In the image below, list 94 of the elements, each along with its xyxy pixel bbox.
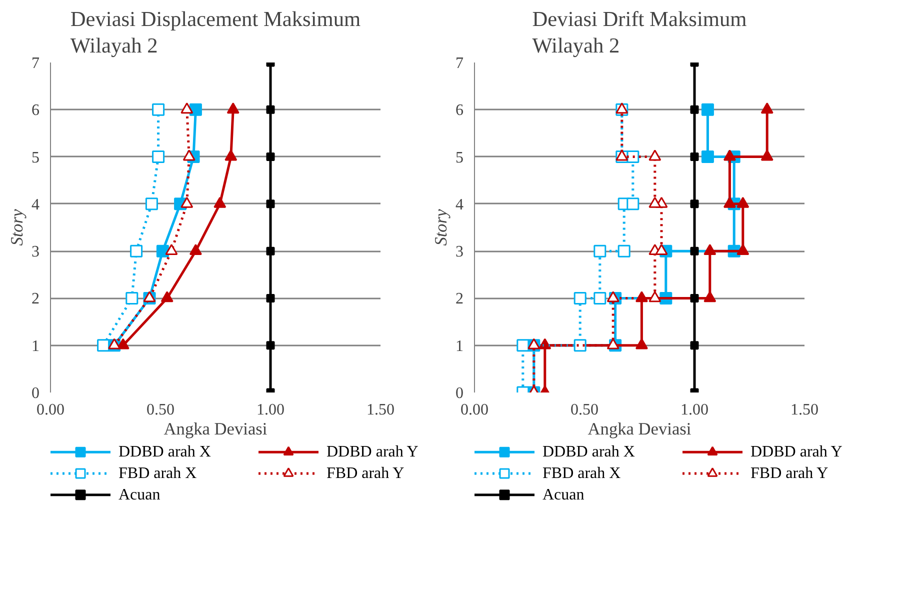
point: [156, 244, 169, 258]
point: [189, 244, 202, 255]
point: [648, 196, 662, 208]
y-tick-label: 0: [32, 385, 40, 402]
y-tick-label: 5: [456, 149, 464, 166]
point: [214, 196, 226, 208]
point: [626, 198, 640, 210]
point: [189, 103, 202, 116]
point: [648, 291, 662, 302]
x-tick-label: 0.00: [460, 402, 488, 418]
point: [635, 338, 648, 350]
y-tick-label: 3: [32, 244, 40, 261]
x-tick-label: 0.50: [146, 402, 174, 418]
y-tick-label: 2: [32, 290, 40, 308]
point: [152, 150, 165, 164]
point: [266, 200, 275, 208]
legend-label: FBD arah X: [542, 465, 622, 482]
point: [160, 291, 174, 302]
point: [704, 244, 716, 255]
point: [266, 294, 275, 302]
y-tick-label: 6: [456, 102, 464, 120]
y-tick-label: 7: [32, 55, 40, 72]
point: [180, 102, 194, 114]
legend-label: FBD arah Y: [326, 465, 405, 482]
y-tick-label: 4: [32, 196, 40, 214]
legend-label: DDBD arah X: [542, 444, 636, 461]
legend-label: FBD arah Y: [750, 465, 829, 482]
point: [266, 246, 275, 256]
point: [528, 338, 540, 350]
point: [182, 150, 196, 161]
point: [165, 244, 178, 255]
x-tick-label: 0.50: [570, 402, 598, 418]
point: [760, 150, 774, 161]
point: [701, 150, 714, 164]
y-tick-label: 5: [32, 149, 40, 166]
y-tick-label: 4: [456, 196, 464, 214]
x-tick-label: 0.00: [36, 402, 64, 418]
point: [690, 294, 699, 302]
point: [736, 196, 750, 208]
point: [594, 244, 606, 258]
legend-label: DDBD arah Y: [750, 444, 843, 461]
x-tick-label: 1.50: [790, 402, 818, 418]
x-axis-title: Angka Deviasi: [588, 420, 692, 438]
point: [723, 150, 736, 161]
point: [145, 198, 158, 210]
x-axis-title: Angka Deviasi: [164, 420, 268, 438]
x-tick-label: 1.50: [366, 402, 394, 418]
x-tick-label: 1.00: [256, 402, 284, 418]
legend-label: DDBD arah X: [118, 444, 212, 461]
point: [690, 152, 699, 162]
y-tick-label: 3: [456, 244, 464, 261]
point: [606, 291, 620, 302]
point: [266, 105, 275, 114]
point: [690, 246, 699, 256]
point: [266, 341, 275, 350]
point: [655, 244, 668, 255]
point: [736, 244, 750, 255]
point: [97, 339, 110, 352]
point: [701, 103, 714, 116]
point: [648, 150, 662, 161]
point: [594, 292, 606, 304]
point: [690, 200, 699, 208]
point: [116, 338, 130, 350]
point: [130, 244, 143, 258]
point: [616, 150, 628, 161]
point: [226, 102, 240, 114]
point: [108, 338, 121, 350]
y-tick-label: 1: [32, 338, 40, 355]
point: [180, 196, 194, 208]
point: [704, 291, 716, 302]
chart-title: Deviasi Displacement Maksimum Wilayah 2: [70, 7, 362, 58]
y-tick-label: 7: [456, 55, 464, 72]
point: [126, 292, 138, 304]
y-axis-title: Story: [8, 208, 26, 246]
point: [760, 102, 774, 114]
point: [266, 152, 275, 162]
point: [152, 103, 165, 116]
point: [618, 244, 630, 258]
y-axis-title: Story: [432, 208, 450, 246]
point: [723, 196, 736, 208]
point: [224, 150, 238, 161]
y-tick-label: 0: [456, 385, 464, 402]
legend-label: Acuan: [542, 486, 584, 504]
y-tick-label: 1: [456, 338, 464, 355]
y-tick-label: 6: [32, 102, 40, 120]
x-tick-label: 1.00: [680, 402, 708, 418]
point: [574, 292, 586, 304]
legend-label: Acuan: [118, 486, 160, 504]
point: [690, 105, 699, 114]
legend-label: DDBD arah Y: [326, 444, 419, 461]
chart-title: Deviasi Drift Maksimum Wilayah 2: [532, 7, 748, 58]
legend-label: FBD arah X: [118, 465, 198, 482]
y-tick-label: 2: [456, 290, 464, 308]
point: [606, 338, 620, 350]
